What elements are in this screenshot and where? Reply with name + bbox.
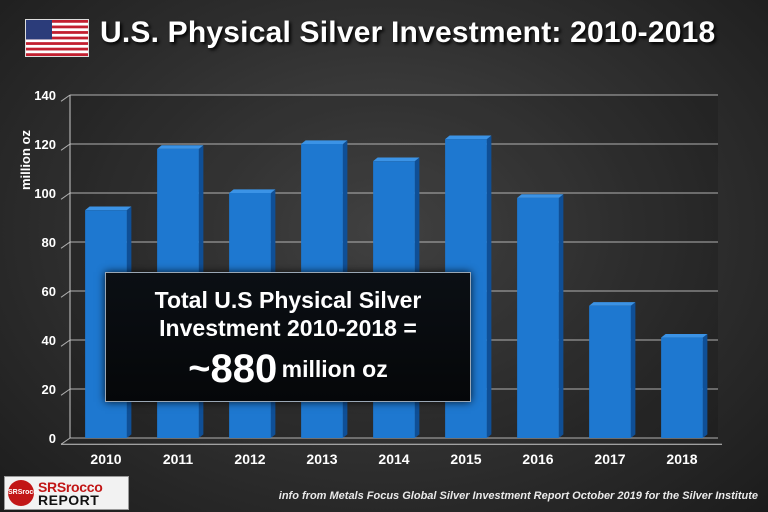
- chart-title: U.S. Physical Silver Investment: 2010-20…: [100, 16, 716, 49]
- source-note: info from Metals Focus Global Silver Inv…: [278, 490, 758, 502]
- callout-total-unit: million oz: [281, 356, 388, 382]
- bar-front: [589, 305, 631, 438]
- bar-front: [517, 197, 559, 438]
- bar-2017: [589, 302, 636, 438]
- gridline-depth: [60, 143, 71, 151]
- bar-top: [85, 206, 132, 211]
- y-tick-label: 60: [42, 284, 56, 299]
- callout-line-1: Total U.S Physical Silver: [154, 287, 422, 313]
- x-tick-label: 2011: [163, 451, 194, 467]
- gridline-depth: [60, 94, 71, 102]
- y-tick-label: 0: [49, 431, 56, 446]
- bar-side: [702, 333, 708, 438]
- y-tick-label: 80: [42, 235, 56, 250]
- callout-total-value: 880: [210, 347, 278, 391]
- header: U.S. Physical Silver Investment: 2010-20…: [0, 0, 768, 70]
- total-callout-box: Total U.S Physical Silver Investment 201…: [105, 272, 471, 402]
- bar-side: [630, 302, 636, 438]
- logo-badge-icon: SRSrocco: [8, 480, 41, 506]
- y-tick-label: 100: [34, 186, 56, 201]
- x-tick-label: 2010: [90, 451, 121, 467]
- logo-line-2: REPORT: [38, 492, 100, 508]
- x-tick-label: 2017: [594, 451, 625, 467]
- x-tick-label: 2012: [234, 451, 265, 467]
- logo-line-1: SRSrocco: [38, 479, 103, 495]
- gridline-depth: [60, 339, 71, 347]
- us-flag-icon: [25, 19, 89, 57]
- bar-2016: [517, 194, 564, 438]
- gridline-depth: [60, 437, 71, 445]
- bar-top: [445, 135, 492, 140]
- callout-total: ~880 million oz: [106, 347, 470, 392]
- bar-top: [661, 333, 708, 338]
- bar-top: [589, 302, 636, 306]
- x-tick-label: 2014: [378, 451, 409, 467]
- bar-2018: [661, 333, 708, 438]
- srsrocco-report-logo: SRSrocco SRSrocco REPORT: [4, 476, 129, 510]
- y-tick-label: 120: [34, 137, 56, 152]
- gridline-depth: [60, 192, 71, 200]
- gridline-depth: [60, 388, 71, 396]
- bar-top: [517, 194, 564, 198]
- gridline-depth: [60, 290, 71, 298]
- bar-side: [558, 194, 564, 438]
- approx-symbol: ~: [188, 348, 211, 390]
- x-tick-label: 2013: [306, 451, 337, 467]
- x-tick-label: 2015: [450, 451, 481, 467]
- bar-top: [373, 157, 420, 162]
- bar-top: [229, 189, 276, 193]
- bar-top: [301, 140, 348, 144]
- x-tick-label: 2016: [522, 451, 553, 467]
- y-axis-label: million oz: [18, 130, 33, 190]
- y-tick-label: 20: [42, 382, 56, 397]
- bar-front: [661, 337, 703, 438]
- y-tick-label: 140: [34, 88, 56, 103]
- gridline-depth: [60, 241, 71, 249]
- bar-top: [157, 145, 204, 149]
- x-tick-label: 2018: [666, 451, 697, 467]
- axis-layer: 0 20 40 60 80 100 120 140 2010 2011 2012 2013 2014 20…: [34, 88, 697, 467]
- callout-line-2: Investment 2010-2018 =: [159, 315, 417, 341]
- y-tick-label: 40: [42, 333, 56, 348]
- bar-side: [486, 135, 492, 438]
